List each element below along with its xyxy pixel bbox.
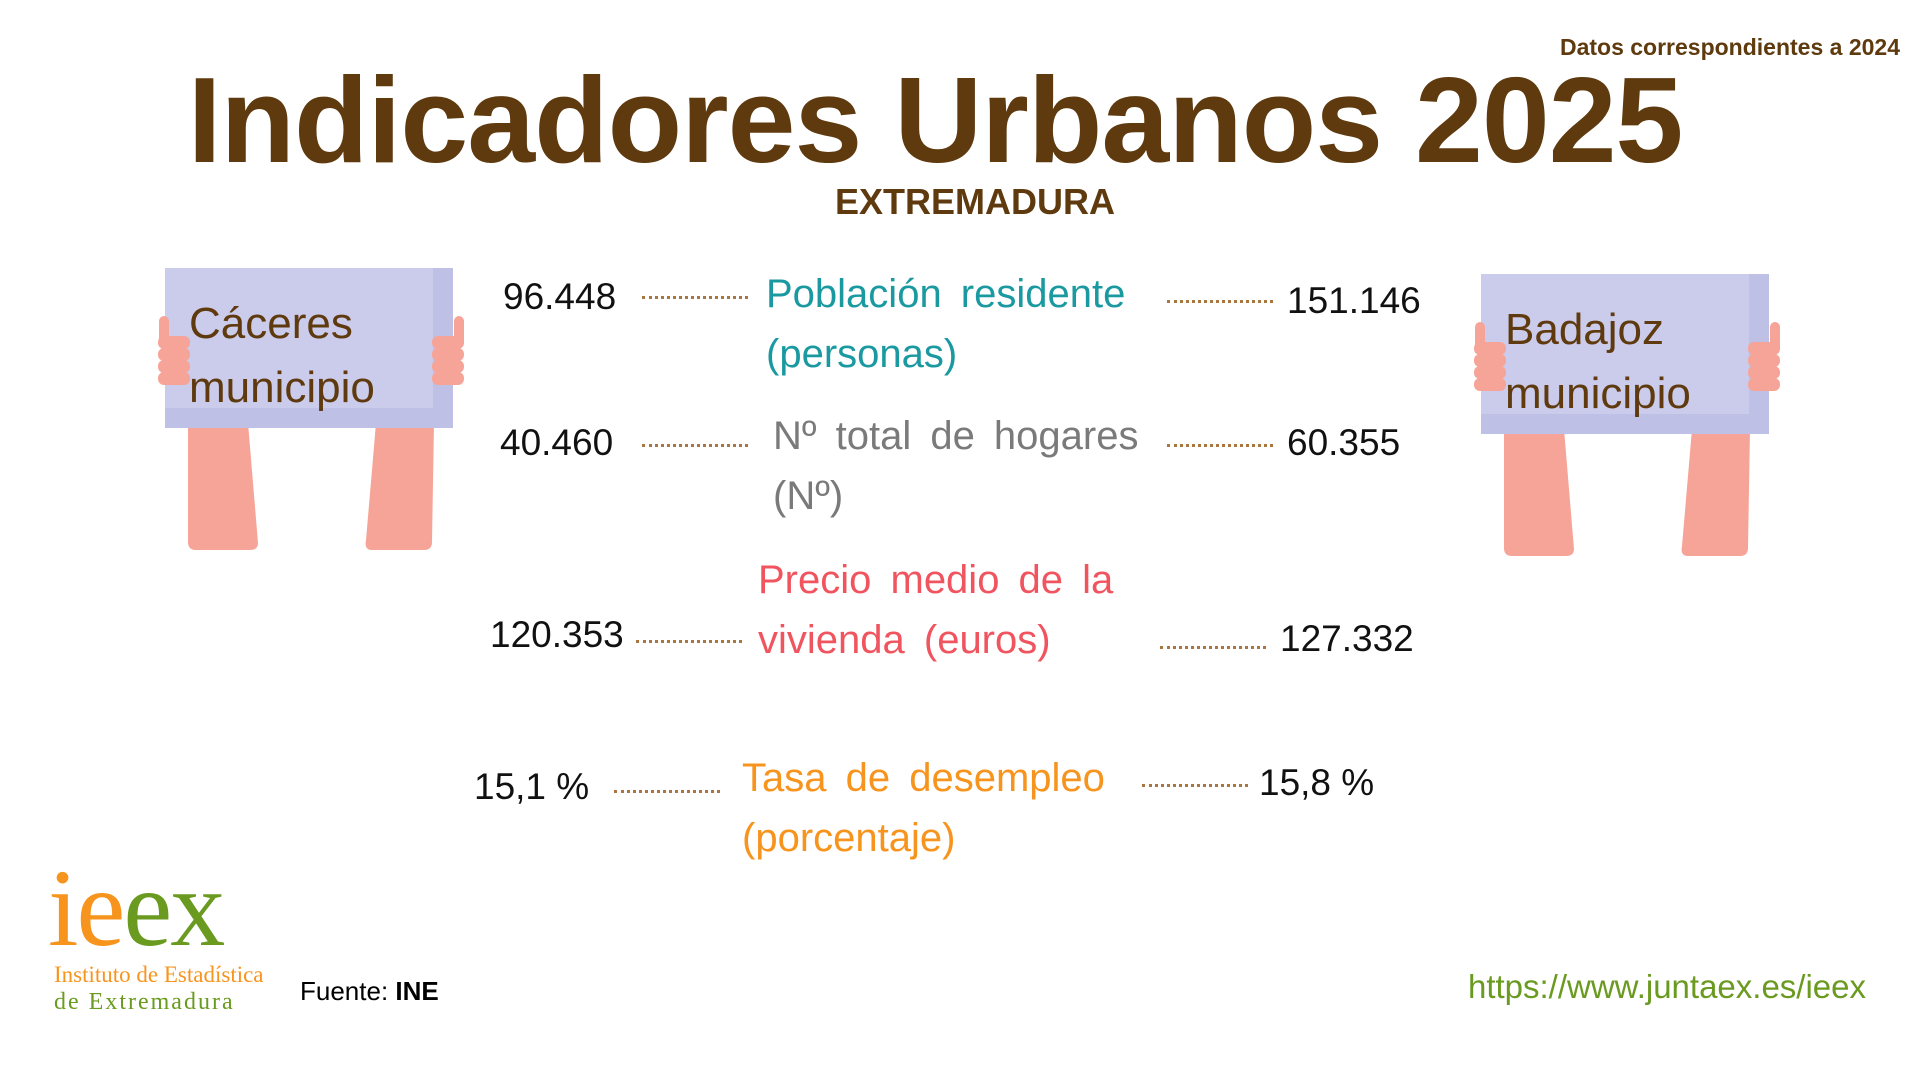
source-value: INE xyxy=(395,976,439,1006)
indicator-label: Población residente (personas) xyxy=(766,272,1126,376)
sign-line-1: Cáceres xyxy=(189,299,353,348)
dotted-leader xyxy=(614,790,720,793)
website-link[interactable]: https://www.juntaex.es/ieex xyxy=(1467,968,1866,1005)
badajoz-value: 60.355 xyxy=(1287,422,1401,463)
region-subtitle: EXTREMADURA xyxy=(834,181,1115,222)
dotted-leader xyxy=(1142,784,1248,787)
indicator-label: Precio medio de la vivienda (euros) xyxy=(758,558,1114,662)
badajoz-value: 151.146 xyxy=(1287,280,1421,321)
caceres-value: 120.353 xyxy=(490,614,624,655)
sign-label: Cáceres municipio xyxy=(189,292,375,420)
dotted-leader xyxy=(1167,300,1273,303)
indicator-label: Nº total de hogares (Nº) xyxy=(773,414,1139,518)
hands-holding-sign-illustration xyxy=(1474,274,1780,556)
page-title: Indicadores Urbanos 2025 xyxy=(187,52,1684,188)
sign-line-1: Badajoz xyxy=(1505,305,1665,354)
badajoz-value: 15,8 % xyxy=(1259,762,1375,803)
caceres-value: 40.460 xyxy=(500,422,614,463)
badajoz-sign: Badajoz municipio xyxy=(1472,274,1782,564)
logo-line-2: de Extremadura xyxy=(54,989,235,1015)
dotted-leader xyxy=(642,296,748,299)
indicator-label: Tasa de desempleo (porcentaje) xyxy=(742,756,1105,860)
source-note: Fuente: INE xyxy=(300,976,439,1007)
caceres-value: 96.448 xyxy=(503,276,617,317)
caceres-value: 15,1 % xyxy=(474,766,590,807)
logo-line-1: Instituto de Estadística xyxy=(54,962,264,987)
dotted-leader xyxy=(636,640,742,643)
dotted-leader xyxy=(642,444,748,447)
data-year-note: Datos correspondientes a 2024 xyxy=(1559,34,1900,60)
caceres-sign: Cáceres municipio xyxy=(156,268,466,558)
hands-holding-sign-illustration xyxy=(158,268,464,550)
logo-wordmark: ieex xyxy=(48,847,225,969)
source-label: Fuente: xyxy=(300,976,389,1006)
ieex-logo: ieex Instituto de Estadística de Extrema… xyxy=(48,853,288,1018)
dotted-leader xyxy=(1160,646,1266,649)
badajoz-value: 127.332 xyxy=(1280,618,1414,659)
sign-line-2: municipio xyxy=(1505,369,1691,418)
sign-label: Badajoz municipio xyxy=(1505,298,1691,426)
dotted-leader xyxy=(1167,444,1273,447)
sign-line-2: municipio xyxy=(189,363,375,412)
